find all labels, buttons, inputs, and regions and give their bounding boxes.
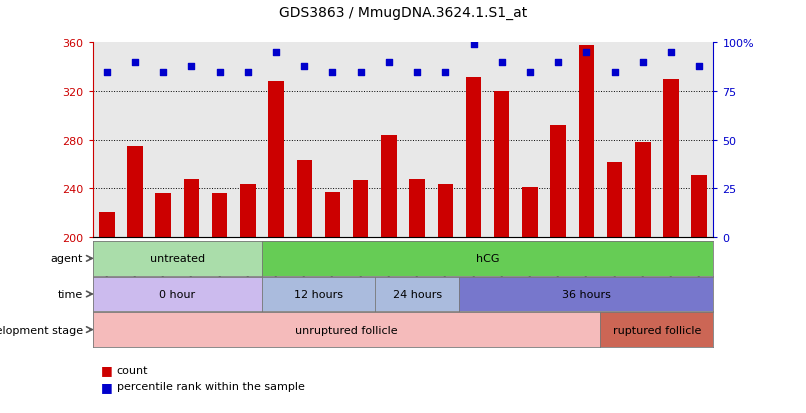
- Text: ■: ■: [101, 380, 113, 393]
- Bar: [127, 147, 143, 237]
- Bar: [99, 212, 114, 237]
- Text: development stage: development stage: [0, 325, 83, 335]
- Point: [269, 50, 283, 56]
- Point: [467, 42, 480, 49]
- Bar: [184, 179, 199, 237]
- Point: [664, 50, 677, 56]
- Point: [355, 69, 368, 76]
- Point: [128, 59, 142, 66]
- Text: agent: agent: [51, 254, 83, 264]
- Point: [552, 59, 565, 66]
- Point: [156, 69, 170, 76]
- Text: hCG: hCG: [476, 254, 500, 264]
- Bar: [353, 180, 368, 237]
- Bar: [268, 82, 284, 237]
- Text: ruptured follicle: ruptured follicle: [613, 325, 701, 335]
- Bar: [240, 184, 256, 237]
- Point: [693, 63, 706, 70]
- Point: [524, 69, 537, 76]
- Text: 36 hours: 36 hours: [562, 289, 611, 299]
- Bar: [550, 126, 566, 237]
- Bar: [607, 162, 622, 237]
- Point: [100, 69, 113, 76]
- Bar: [297, 161, 312, 237]
- Text: 12 hours: 12 hours: [294, 289, 343, 299]
- Text: untreated: untreated: [150, 254, 205, 264]
- Text: count: count: [117, 365, 148, 375]
- Bar: [663, 80, 679, 237]
- Point: [185, 63, 198, 70]
- Point: [411, 69, 424, 76]
- Point: [213, 69, 226, 76]
- Text: unruptured follicle: unruptured follicle: [295, 325, 398, 335]
- Text: 0 hour: 0 hour: [160, 289, 195, 299]
- Bar: [522, 188, 538, 237]
- Text: GDS3863 / MmugDNA.3624.1.S1_at: GDS3863 / MmugDNA.3624.1.S1_at: [279, 6, 527, 20]
- Bar: [325, 192, 340, 237]
- Point: [637, 59, 650, 66]
- Bar: [692, 176, 707, 237]
- Bar: [438, 184, 453, 237]
- Bar: [409, 179, 425, 237]
- Bar: [579, 46, 594, 237]
- Bar: [635, 143, 650, 237]
- Bar: [212, 194, 227, 237]
- Point: [439, 69, 452, 76]
- Point: [580, 50, 593, 56]
- Point: [242, 69, 255, 76]
- Bar: [494, 92, 509, 237]
- Point: [609, 69, 621, 76]
- Bar: [466, 77, 481, 237]
- Bar: [156, 194, 171, 237]
- Text: 24 hours: 24 hours: [393, 289, 442, 299]
- Point: [298, 63, 311, 70]
- Text: ■: ■: [101, 363, 113, 376]
- Text: time: time: [58, 289, 83, 299]
- Point: [326, 69, 339, 76]
- Point: [383, 59, 396, 66]
- Point: [495, 59, 509, 66]
- Bar: [381, 135, 397, 237]
- Text: percentile rank within the sample: percentile rank within the sample: [117, 381, 305, 391]
